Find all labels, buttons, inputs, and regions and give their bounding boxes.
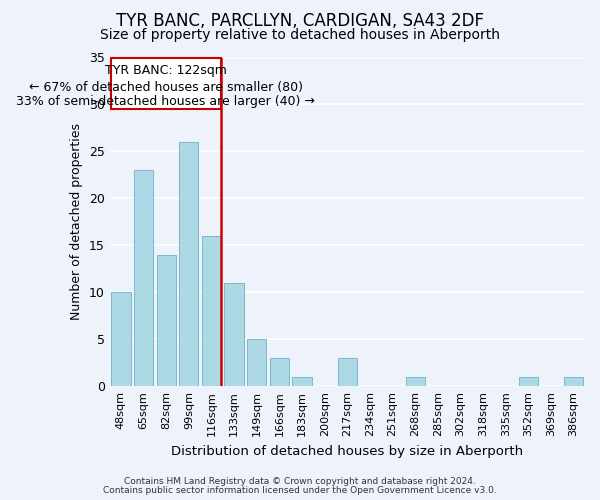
Bar <box>247 340 266 386</box>
Bar <box>111 292 131 386</box>
Bar <box>270 358 289 386</box>
Bar <box>519 377 538 386</box>
Y-axis label: Number of detached properties: Number of detached properties <box>70 124 83 320</box>
Bar <box>406 377 425 386</box>
Bar <box>179 142 199 386</box>
Bar <box>564 377 583 386</box>
Bar <box>224 283 244 387</box>
Text: 33% of semi-detached houses are larger (40) →: 33% of semi-detached houses are larger (… <box>16 95 315 108</box>
Bar <box>157 255 176 386</box>
Bar <box>202 236 221 386</box>
FancyBboxPatch shape <box>111 58 221 109</box>
X-axis label: Distribution of detached houses by size in Aberporth: Distribution of detached houses by size … <box>171 444 523 458</box>
Bar <box>134 170 153 386</box>
Text: Contains HM Land Registry data © Crown copyright and database right 2024.: Contains HM Land Registry data © Crown c… <box>124 477 476 486</box>
Bar <box>292 377 311 386</box>
Text: ← 67% of detached houses are smaller (80): ← 67% of detached houses are smaller (80… <box>29 81 302 94</box>
Text: TYR BANC, PARCLLYN, CARDIGAN, SA43 2DF: TYR BANC, PARCLLYN, CARDIGAN, SA43 2DF <box>116 12 484 30</box>
Text: TYR BANC: 122sqm: TYR BANC: 122sqm <box>105 64 227 77</box>
Bar <box>338 358 357 386</box>
Text: Contains public sector information licensed under the Open Government Licence v3: Contains public sector information licen… <box>103 486 497 495</box>
Text: Size of property relative to detached houses in Aberporth: Size of property relative to detached ho… <box>100 28 500 42</box>
